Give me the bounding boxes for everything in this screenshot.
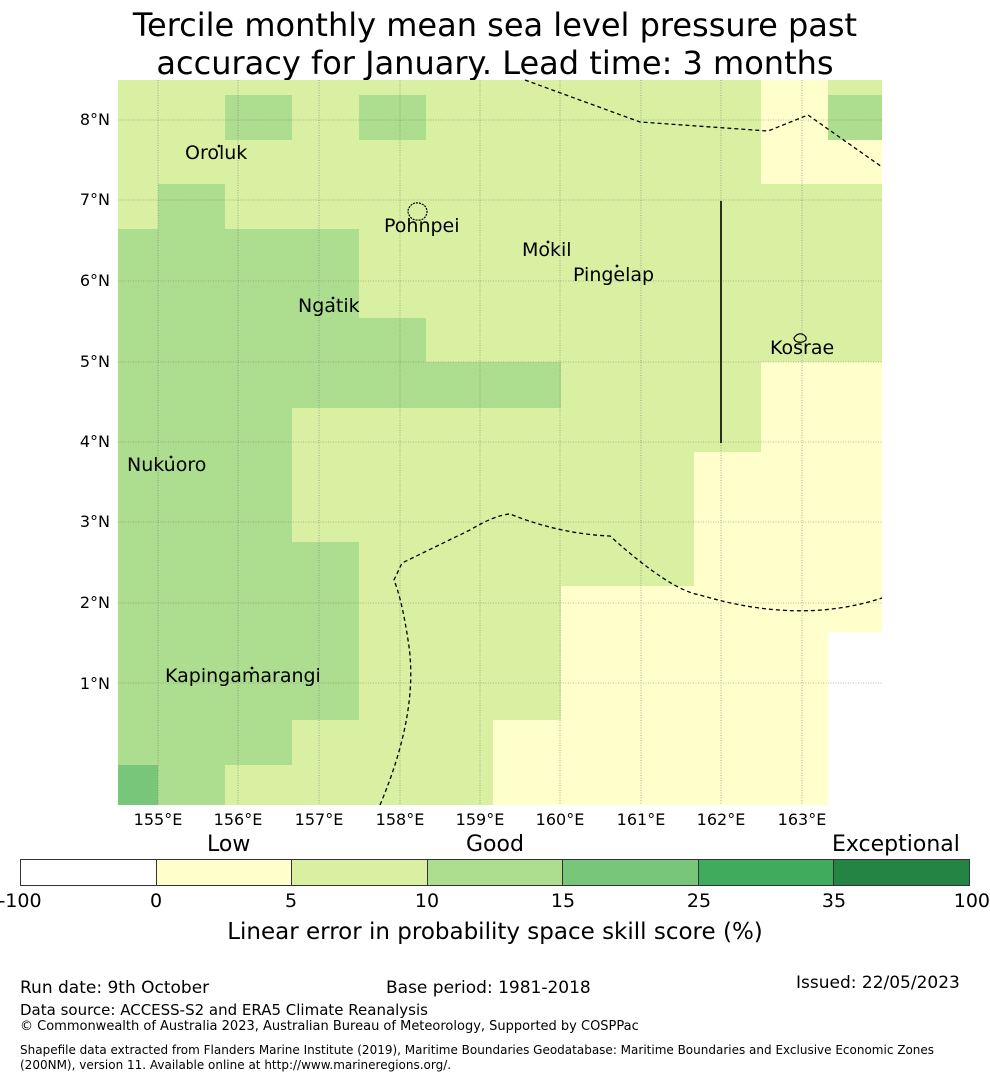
nukuoro-atoll-marker <box>169 455 173 459</box>
place-ngatik: Ngatik <box>298 295 360 317</box>
place-kapingamarangi: Kapingamarangi <box>165 665 321 687</box>
title-line-2: accuracy for January. Lead time: 3 month… <box>156 44 834 82</box>
colorbar <box>20 859 970 886</box>
shapefile-credit: Shapefile data extracted from Flanders M… <box>20 1043 935 1072</box>
lon-label-157e: 157°E <box>294 810 344 829</box>
issued-date: Issued: 22/05/2023 <box>796 973 960 993</box>
kosrae-island-outline <box>793 333 807 343</box>
colorbar-segment-white <box>21 860 157 885</box>
colorbar-tick: 10 <box>414 890 440 912</box>
colorbar-label: Linear error in probability space skill … <box>227 919 763 945</box>
ngatik-atoll-marker <box>331 296 335 300</box>
colorbar-tick: 5 <box>284 890 298 912</box>
colorbar-tick: 0 <box>149 890 163 912</box>
grid-cell <box>694 452 882 542</box>
place-pohnpei: Pohnpei <box>384 215 460 237</box>
oroluk-atoll-marker <box>217 144 221 148</box>
eez-boundary-south <box>379 513 883 806</box>
pingelap-atoll-marker <box>615 264 619 268</box>
grid-cell <box>561 632 828 720</box>
place-mokil: Mokil <box>522 239 572 261</box>
colorbar-tick: 25 <box>686 890 712 912</box>
grid-cell <box>694 542 882 586</box>
mokil-atoll-marker <box>546 240 550 244</box>
copyright: © Commonwealth of Australia 2023, Austra… <box>20 1019 639 1034</box>
colorbar-segment-exceptional <box>834 860 970 885</box>
colorbar-tick: 35 <box>821 890 847 912</box>
eez-boundaries <box>379 79 883 806</box>
colorbar-segment-excellent <box>699 860 835 885</box>
grid-cell <box>118 362 561 408</box>
grid-cell <box>118 408 292 452</box>
grid-cell <box>118 80 882 95</box>
lon-label-156e: 156°E <box>213 810 263 829</box>
grid-cell <box>158 184 225 229</box>
skill-grid <box>118 80 882 805</box>
grid-cell <box>359 95 426 140</box>
island-outlines <box>169 144 807 670</box>
lon-label-162e: 162°E <box>696 810 746 829</box>
colorbar-tick: -100 <box>0 890 42 912</box>
kapingamarangi-atoll-marker <box>250 666 254 670</box>
grid-cell <box>118 184 882 229</box>
eez-boundary-north <box>524 79 883 168</box>
place-oroluk: Oroluk <box>185 142 248 164</box>
grid-cell <box>118 140 882 184</box>
grid-cell <box>118 542 359 586</box>
grid-cell <box>493 720 828 765</box>
grid-cell <box>828 95 882 140</box>
grid-cell <box>118 586 359 632</box>
category-good: Good <box>466 832 524 857</box>
grid-cell <box>761 140 882 184</box>
map-title: Tercile monthly mean sea level pressure … <box>0 6 990 82</box>
grid-cell <box>118 318 426 362</box>
title-line-1: Tercile monthly mean sea level pressure … <box>132 6 858 44</box>
grid-cell <box>158 765 225 805</box>
grid-cell <box>225 95 292 140</box>
run-date: Run date: 9th October <box>20 978 210 998</box>
colorbar-segment-very-good <box>563 860 700 885</box>
lat-label-4n: 4°N <box>79 432 110 451</box>
pohnpei-island-outline <box>407 202 428 221</box>
lon-label-160e: 160°E <box>535 810 585 829</box>
lat-label-3n: 3°N <box>79 512 110 531</box>
grid-cell <box>761 80 828 95</box>
grid-cell <box>761 408 882 452</box>
lat-label-6n: 6°N <box>79 271 110 290</box>
grid-cell <box>493 765 828 805</box>
colorbar-segment-good-high <box>427 860 564 885</box>
grid-cell <box>118 452 292 542</box>
category-exceptional: Exceptional <box>832 832 960 857</box>
colorbar-segment-good-low <box>291 860 428 885</box>
lon-label-155e: 155°E <box>133 810 183 829</box>
lat-label-5n: 5°N <box>79 352 110 371</box>
colorbar-segment-low <box>156 860 292 885</box>
colorbar-tick: 15 <box>550 890 576 912</box>
colorbar-tick: 100 <box>953 890 990 912</box>
base-period: Base period: 1981-2018 <box>386 978 591 998</box>
lon-label-158e: 158°E <box>375 810 425 829</box>
place-pingelap: Pingelap <box>573 264 655 286</box>
data-source: Data source: ACCESS-S2 and ERA5 Climate … <box>20 1001 428 1019</box>
grid-cell <box>761 362 882 408</box>
gridlines <box>118 80 882 805</box>
lon-label-159e: 159°E <box>455 810 505 829</box>
place-nukuoro: Nukuoro <box>127 454 207 476</box>
grid-cell <box>118 720 292 765</box>
lat-label-1n: 1°N <box>79 674 110 693</box>
category-low: Low <box>207 832 251 857</box>
grid-cell <box>761 95 828 140</box>
lat-label-7n: 7°N <box>79 190 110 209</box>
lon-label-161e: 161°E <box>616 810 666 829</box>
grid-cell <box>118 765 158 805</box>
place-kosrae: Kosrae <box>770 337 835 359</box>
lon-label-163e: 163°E <box>777 810 827 829</box>
lat-label-8n: 8°N <box>79 110 110 129</box>
lat-label-2n: 2°N <box>79 593 110 612</box>
